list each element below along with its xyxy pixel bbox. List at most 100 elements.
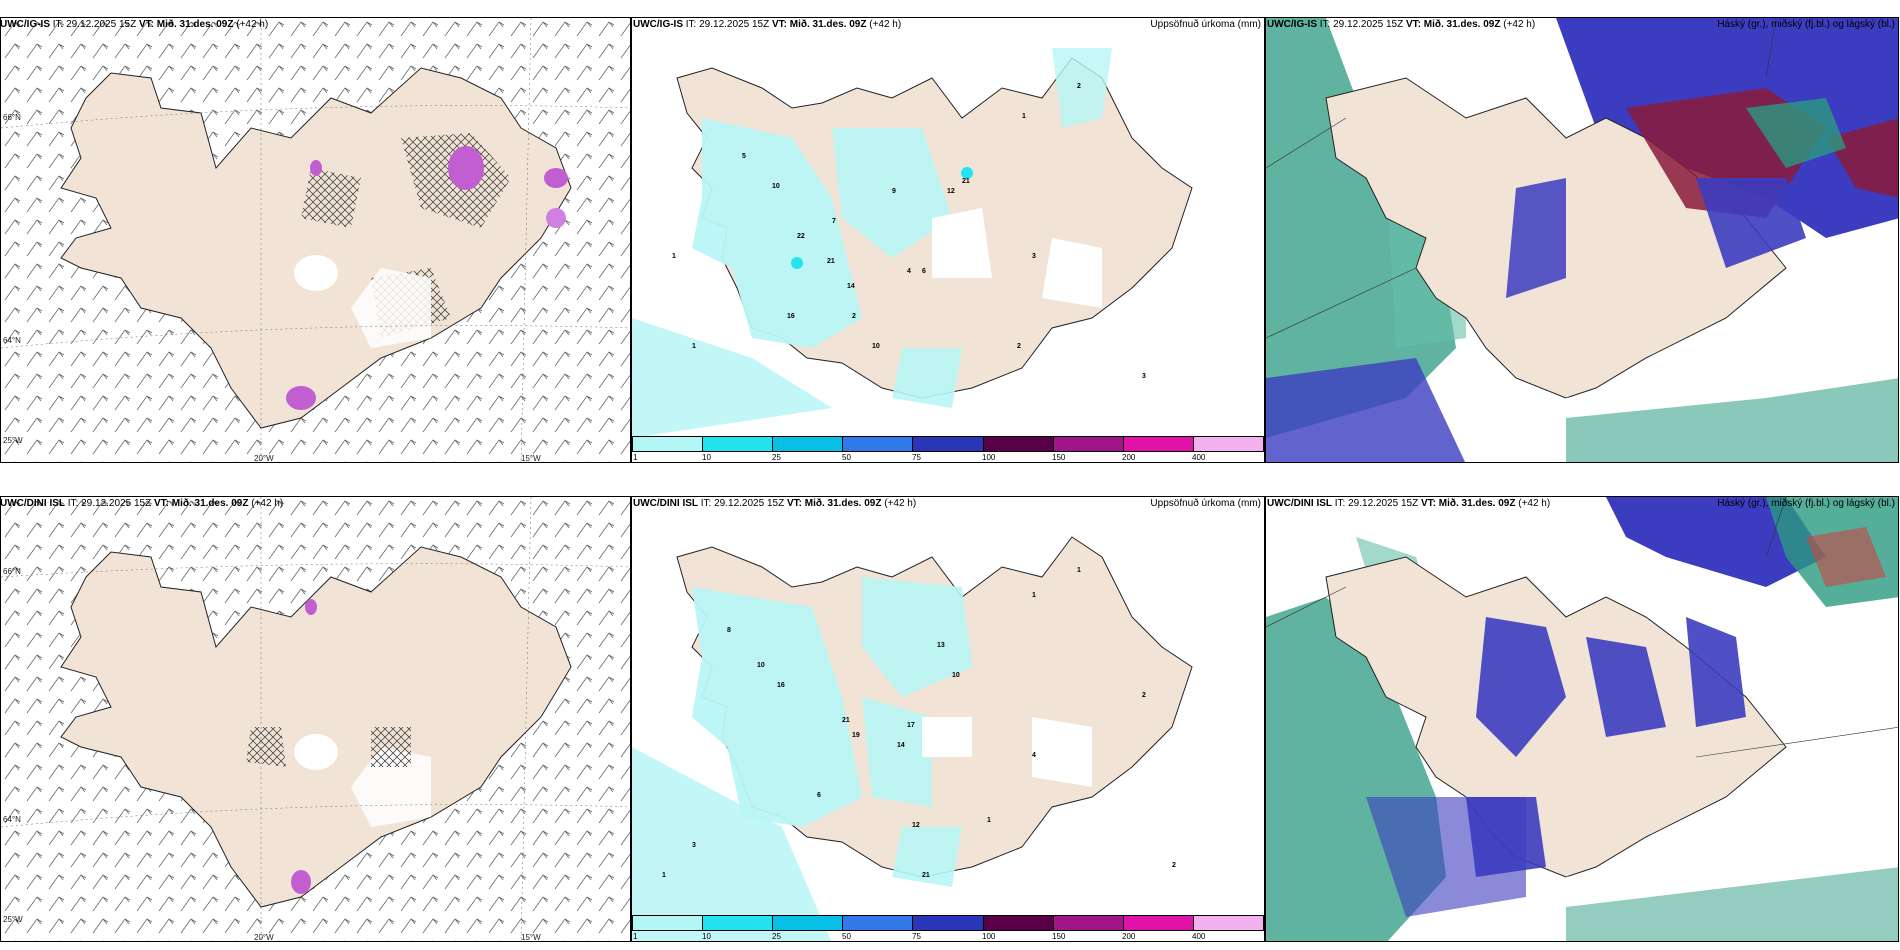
valid-time: Mið. 31.des. 09Z (1438, 498, 1516, 509)
vt-label: VT: (153, 498, 169, 509)
colorbar-seg (913, 916, 984, 930)
precip-label: 1 (1022, 113, 1026, 120)
precip-label: 4 (907, 268, 911, 275)
vt-label: VT: (138, 19, 154, 30)
precip-label: 1 (692, 343, 696, 350)
lead-time: (+42 h) (1503, 19, 1536, 30)
colorbar-tick: 100 (982, 453, 996, 462)
precip-label: 1 (1032, 592, 1036, 599)
lon-label-25: 25°W (3, 915, 23, 924)
wind-header-dini: UWC/DINI ISL IT: 29.12.2025 15Z VT: Mið.… (0, 496, 631, 512)
cloud-header-dini: UWC/DINI ISL IT: 29.12.2025 15Z VT: Mið.… (1267, 496, 1897, 512)
colorbar-tick: 150 (1052, 453, 1066, 462)
it-label: IT: (1319, 19, 1331, 30)
init-time: 29.12.2025 15Z (1348, 498, 1419, 509)
colorbar-ticks-ig: 1 10 25 50 75 100 150 200 400 (632, 453, 1264, 462)
colorbar-tick: 100 (982, 932, 996, 941)
vt-label: VT: (1405, 19, 1421, 30)
cloud-panel-dini (1265, 496, 1899, 942)
cloud-map-dini (1266, 497, 1898, 941)
colorbar-seg (913, 437, 984, 451)
init-time: 29.12.2025 15Z (81, 498, 152, 509)
colorbar-tick: 150 (1052, 932, 1066, 941)
precip-panel-ig: 5 10 22 21 16 14 21 12 9 7 2 1 10 1 2 2 … (631, 17, 1265, 463)
colorbar-tick: 75 (912, 932, 921, 941)
precip-map-dini: 8 10 16 21 19 14 17 13 10 6 3 1 1 1 4 1 … (632, 536, 1193, 941)
precip-label: 2 (1077, 83, 1081, 90)
it-label: IT: (685, 19, 697, 30)
precip-label: 5 (742, 153, 746, 160)
colorbar-seg (1123, 437, 1194, 451)
colorbar-tick: 400 (1192, 932, 1206, 941)
model-name: UWC/DINI ISL (0, 498, 65, 509)
precip-spot-3 (546, 208, 566, 228)
colorbar-tick: 10 (702, 453, 711, 462)
precip-spot-5 (310, 160, 322, 176)
precip-label: 3 (1032, 253, 1036, 260)
colorbar-seg (773, 437, 844, 451)
precip-label: 10 (952, 672, 960, 679)
cloud-panel-ig (1265, 17, 1899, 463)
precip-label: 16 (777, 682, 785, 689)
cloud-title: Háský (gr.), miðský (fj.bl.) og lágský (… (1717, 19, 1895, 30)
model-name: UWC/IG-IS (633, 19, 683, 30)
lead-time: (+42 h) (1518, 498, 1551, 509)
colorbar-seg (983, 916, 1054, 930)
lead-time: (+42 h) (884, 498, 917, 509)
colorbar-tick: 25 (772, 932, 781, 941)
model-name: UWC/DINI ISL (633, 498, 698, 509)
init-time: 29.12.2025 15Z (1333, 19, 1404, 30)
precip-spot-7 (291, 870, 311, 894)
precip-label: 9 (892, 188, 896, 195)
vt-label: VT: (1420, 498, 1436, 509)
precip-title: Uppsöfnuð úrkoma (mm) (1150, 498, 1261, 509)
colorbar-tick: 50 (842, 932, 851, 941)
wind-map-dini (1, 497, 630, 941)
valid-time: Mið. 31.des. 09Z (789, 19, 867, 30)
lon-label-25: 25°W (3, 436, 23, 445)
precip-values-ig: 5 10 22 21 16 14 21 12 9 7 2 1 10 1 2 2 … (672, 83, 1146, 380)
colorbar-dini (632, 915, 1264, 931)
precip-label: 21 (962, 178, 970, 185)
precip-label: 22 (797, 233, 805, 240)
precip-map-ig: 5 10 22 21 16 14 21 12 9 7 2 1 10 1 2 2 … (632, 48, 1193, 438)
vt-label: VT: (786, 498, 802, 509)
colorbar-tick: 400 (1192, 453, 1206, 462)
iceland-land-dini (60, 546, 572, 908)
precip-header-ig: UWC/IG-IS IT: 29.12.2025 15Z VT: Mið. 31… (633, 17, 1263, 33)
colorbar-seg (843, 437, 914, 451)
colorbar-seg (1053, 916, 1124, 930)
lead-time: (+42 h) (869, 19, 902, 30)
valid-time: Mið. 31.des. 09Z (804, 498, 882, 509)
it-label: IT: (1334, 498, 1346, 509)
precip-label: 1 (662, 872, 666, 879)
precip-spot-4 (286, 386, 316, 410)
precip-spot-1 (448, 146, 484, 190)
it-label: IT: (52, 19, 64, 30)
cloud-header-ig: UWC/IG-IS IT: 29.12.2025 15Z VT: Mið. 31… (1267, 17, 1897, 33)
precip-label: 2 (852, 313, 856, 320)
colorbar-ticks-dini: 1 10 25 50 75 100 150 200 400 (632, 932, 1264, 941)
lat-label-66: 66°N (3, 113, 21, 122)
colorbar-tick: 1 (633, 932, 638, 941)
colorbar-seg (773, 916, 844, 930)
colorbar-seg (703, 916, 774, 930)
colorbar-tick: 200 (1122, 932, 1136, 941)
lat-label-64: 64°N (3, 336, 21, 345)
precip-values-dini: 8 10 16 21 19 14 17 13 10 6 3 1 1 1 4 1 … (662, 567, 1176, 879)
precip-label: 2 (1142, 692, 1146, 699)
iceland-land-ig (60, 67, 572, 429)
wind-panel-dini: 66°N 64°N 25°W 20°W 15°W (0, 496, 631, 942)
cloud-title: Háský (gr.), miðský (fj.bl.) og lágský (… (1717, 498, 1895, 509)
colorbar-seg (843, 916, 914, 930)
colorbar-seg (1193, 916, 1263, 930)
valid-time: Mið. 31.des. 09Z (171, 498, 249, 509)
lead-time: (+42 h) (251, 498, 284, 509)
colorbar-tick: 25 (772, 453, 781, 462)
colorbar-seg (633, 916, 704, 930)
colorbar-tick: 1 (633, 453, 638, 462)
lon-label-20: 20°W (254, 933, 274, 942)
model-name: UWC/IG-IS (1267, 19, 1317, 30)
it-label: IT: (700, 498, 712, 509)
precip-label: 21 (827, 258, 835, 265)
